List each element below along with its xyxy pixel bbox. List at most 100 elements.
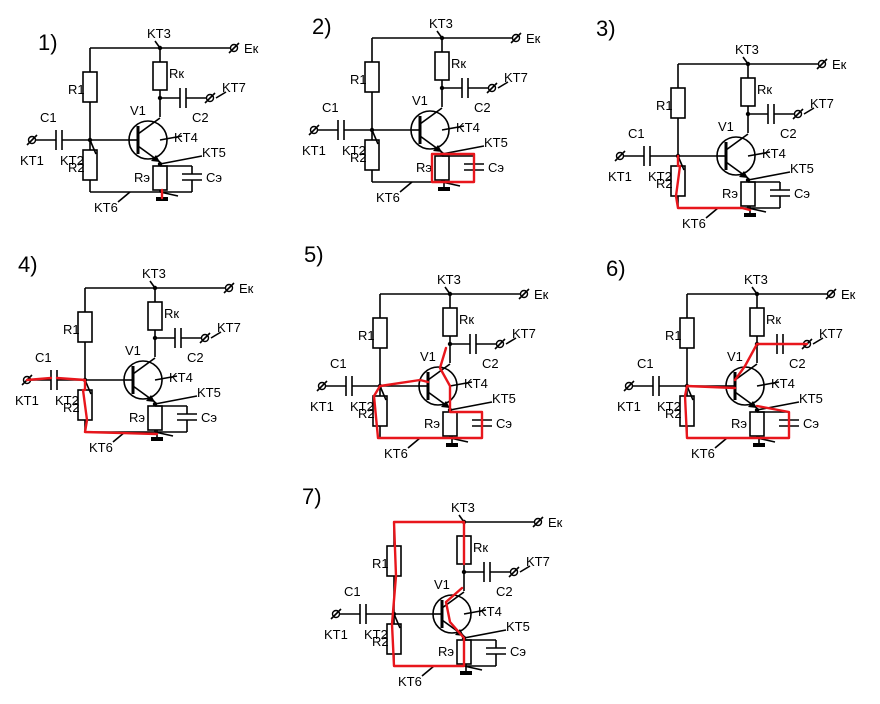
circuit-schematic: KT3 Eк R1 Rк V1 C2 KT7 C1 KT1 KT2 KT4 KT… — [20, 26, 259, 215]
highlight-segment — [25, 376, 159, 436]
label-re: Rэ — [438, 644, 454, 659]
label-c2: C2 — [780, 126, 797, 141]
capacitor-c2 — [442, 78, 509, 98]
label-r2: R2 — [656, 176, 673, 191]
transistor-v1 — [128, 117, 168, 167]
panel-number: 6) — [606, 256, 626, 281]
label-v1: V1 — [718, 119, 734, 134]
label-kt6: KT6 — [398, 674, 422, 689]
label-rk: Rк — [164, 306, 179, 321]
label-ce: Cэ — [510, 644, 526, 659]
transistor-v1 — [123, 357, 163, 407]
label-kt1: KT1 — [15, 393, 39, 408]
capacitor-ce — [747, 181, 790, 213]
label-ce: Cэ — [488, 160, 504, 175]
label-v1: V1 — [434, 577, 450, 592]
label-c2: C2 — [482, 356, 499, 371]
label-r2: R2 — [63, 400, 80, 415]
circuit-schematic: KT3 Eк R1 Rк V1 C2 KT7 C1 KT1 KT2 KT4 KT… — [324, 500, 563, 689]
label-rk: Rк — [766, 312, 781, 327]
capacitor-c2 — [748, 104, 815, 124]
label-kt3: KT3 — [735, 42, 759, 57]
label-ek: Eк — [244, 41, 259, 56]
label-kt4: KT4 — [174, 130, 198, 145]
label-kt6: KT6 — [376, 190, 400, 205]
panel-number: 3) — [596, 16, 616, 41]
label-kt4: KT4 — [478, 604, 502, 619]
capacitor-c2 — [155, 328, 222, 348]
highlight-segment — [390, 520, 466, 668]
label-kt7: KT7 — [512, 326, 536, 341]
resistor-rk — [434, 38, 450, 107]
highlight-segment — [683, 342, 809, 440]
label-kt5: KT5 — [790, 161, 814, 176]
capacitor-c1 — [26, 130, 130, 150]
label-kt5: KT5 — [799, 391, 823, 406]
resistor-rk — [152, 48, 168, 117]
leader-lines — [393, 609, 507, 677]
label-ek: Eк — [832, 57, 847, 72]
highlight-path — [25, 376, 159, 436]
label-c2: C2 — [789, 356, 806, 371]
label-kt5: KT5 — [506, 619, 530, 634]
capacitor-c1 — [330, 604, 434, 624]
label-kt1: KT1 — [20, 153, 44, 168]
circuit-schematic: KT3 Eк R1 Rк V1 C2 KT7 C1 KT1 KT2 KT4 KT… — [617, 272, 856, 461]
supply-rail — [678, 56, 828, 70]
label-kt3: KT3 — [147, 26, 171, 41]
leader-lines — [371, 125, 485, 193]
label-ce: Cэ — [803, 416, 819, 431]
label-kt3: KT3 — [429, 16, 453, 31]
label-rk: Rк — [451, 56, 466, 71]
leader-lines — [686, 381, 800, 449]
label-kt2: KT2 — [364, 627, 388, 642]
label-kt2: KT2 — [350, 399, 374, 414]
label-ce: Cэ — [206, 170, 222, 185]
transistor-v1 — [716, 133, 756, 183]
highlight-segment — [372, 346, 484, 440]
label-kt1: KT1 — [608, 169, 632, 184]
label-ek: Eк — [534, 287, 549, 302]
label-rk: Rк — [473, 540, 488, 555]
panel-number: 4) — [18, 252, 38, 277]
label-v1: V1 — [420, 349, 436, 364]
transistor-v1 — [418, 363, 458, 413]
diagram-sheet: 1) — [15, 14, 856, 689]
label-kt2: KT2 — [60, 153, 84, 168]
label-kt1: KT1 — [617, 399, 641, 414]
resistor-re — [442, 410, 458, 438]
label-kt1: KT1 — [302, 143, 326, 158]
resistor-re — [152, 164, 168, 192]
label-r2: R2 — [358, 406, 375, 421]
label-kt2: KT2 — [55, 393, 79, 408]
capacitor-c2 — [464, 562, 531, 582]
resistor-re — [434, 154, 450, 182]
label-kt5: KT5 — [197, 385, 221, 400]
capacitor-c1 — [614, 146, 718, 166]
label-v1: V1 — [727, 349, 743, 364]
label-re: Rэ — [731, 416, 747, 431]
label-c1: C1 — [628, 126, 645, 141]
label-kt3: KT3 — [437, 272, 461, 287]
label-c2: C2 — [496, 584, 513, 599]
label-c2: C2 — [192, 110, 209, 125]
supply-rail — [90, 40, 240, 54]
label-re: Rэ — [416, 160, 432, 175]
resistor-re — [740, 180, 756, 208]
label-r2: R2 — [350, 150, 367, 165]
label-ek: Eк — [841, 287, 856, 302]
label-r1: R1 — [665, 328, 682, 343]
label-re: Rэ — [129, 410, 145, 425]
capacitor-c2 — [450, 334, 517, 354]
leader-lines — [379, 381, 493, 449]
capacitor-ce — [159, 165, 202, 197]
label-c2: C2 — [474, 100, 491, 115]
label-c1: C1 — [344, 584, 361, 599]
capacitor-c1 — [308, 120, 412, 140]
label-v1: V1 — [412, 93, 428, 108]
circuit-schematic: KT3 Eк R1 Rк V1 C2 KT7 C1 KT1 KT2 KT4 KT… — [608, 42, 847, 231]
label-r1: R1 — [68, 82, 85, 97]
circuit-schematic: KT3 Eк R1 Rк V1 C2 KT7 C1 KT1 KT2 KT4 KT… — [302, 16, 541, 205]
label-kt5: KT5 — [492, 391, 516, 406]
resistor-r1 — [364, 38, 380, 130]
